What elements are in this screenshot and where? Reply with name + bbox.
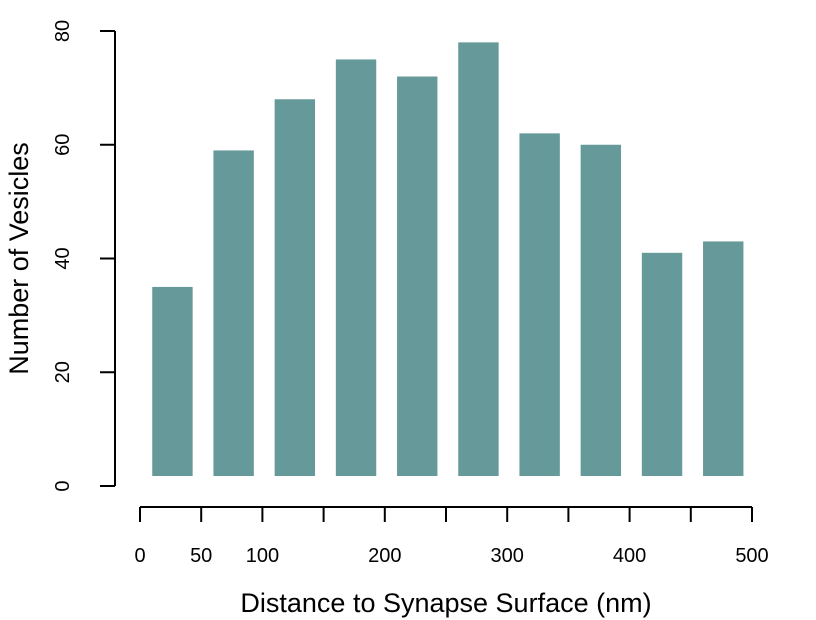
bar-4 [397,76,438,476]
bars-group [152,42,744,476]
y-axis: 0 20 40 60 80 [52,20,116,492]
x-tick-label: 50 [190,545,212,567]
y-tick-label: 20 [52,361,74,383]
y-tick-label: 40 [52,247,74,269]
bar-0 [152,286,193,476]
bar-5 [458,42,499,476]
x-tick-label: 300 [491,545,524,567]
y-axis-title: Number of Vesicles [4,142,34,375]
bar-1 [213,150,254,476]
bar-9 [703,241,744,476]
bar-7 [580,144,622,476]
x-tick-label: 0 [134,545,145,567]
bar-3 [335,59,377,476]
x-tick-label: 400 [613,545,646,567]
x-axis: 0 50 100 200 300 400 500 [134,506,769,567]
x-tick-label: 500 [735,545,768,567]
x-axis-title: Distance to Synapse Surface (nm) [240,588,651,618]
bar-2 [274,99,316,476]
y-tick-label: 0 [52,480,74,491]
bar-6 [519,133,560,476]
y-tick-label: 80 [52,20,74,42]
x-tick-label: 200 [368,545,401,567]
y-tick-label: 60 [52,134,74,156]
bar-8 [641,252,683,476]
x-tick-label: 100 [246,545,279,567]
